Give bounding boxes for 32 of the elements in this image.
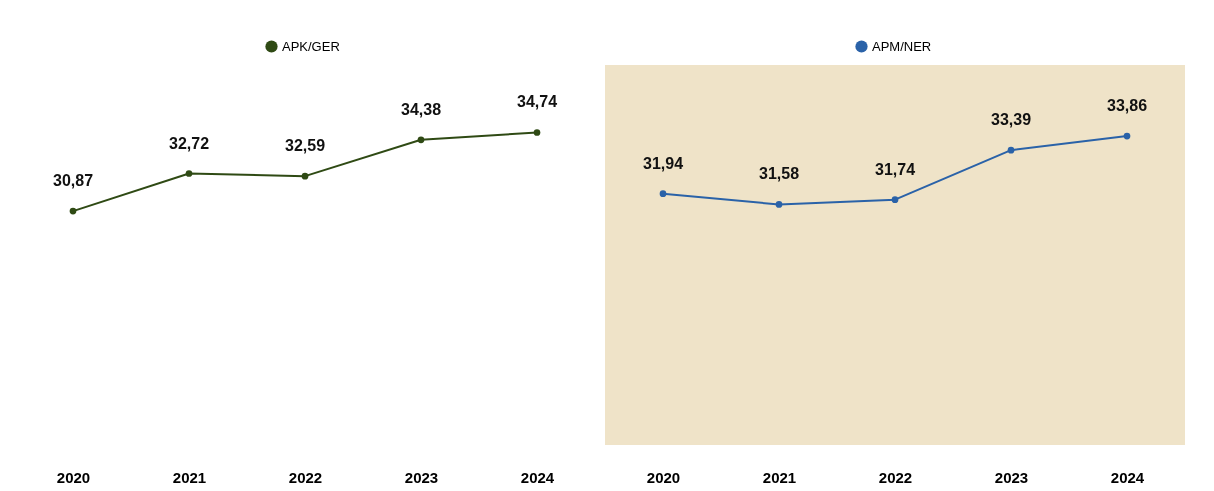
x-tick-label: 2021 (172, 468, 207, 486)
data-label: 33,86 (1106, 97, 1148, 115)
point (417, 136, 425, 144)
data-label: 32,72 (168, 134, 210, 152)
point (1123, 132, 1131, 140)
point (69, 207, 77, 215)
data-label: 30,87 (52, 172, 94, 190)
point (185, 170, 193, 177)
x-tick-label: 2024 (520, 468, 555, 486)
data-label: 31,94 (642, 154, 684, 172)
data-label: 33,39 (990, 111, 1032, 129)
x-tick-label: 2023 (994, 468, 1029, 486)
data-label: 34,74 (516, 93, 558, 111)
x-tick-label: 2020 (646, 468, 681, 486)
data-label: 31,58 (758, 165, 800, 183)
x-tick-label: 2021 (762, 468, 797, 486)
x-tick-label: 2020 (56, 468, 91, 486)
data-label: 34,38 (400, 100, 442, 118)
legend-label: APK/GER (282, 38, 340, 54)
data-label: 31,74 (874, 160, 916, 178)
point (775, 201, 783, 208)
point (659, 190, 667, 198)
x-tick-label: 2022 (878, 468, 913, 486)
x-tick-label: 2024 (1110, 468, 1145, 486)
point (1007, 146, 1015, 154)
legend-label: APM/NER (872, 38, 932, 54)
point (301, 172, 309, 180)
x-tick-label: 2023 (404, 468, 439, 486)
point (533, 129, 541, 136)
x-tick-label: 2022 (288, 468, 323, 486)
data-label: 32,59 (284, 137, 326, 155)
point (891, 196, 899, 204)
